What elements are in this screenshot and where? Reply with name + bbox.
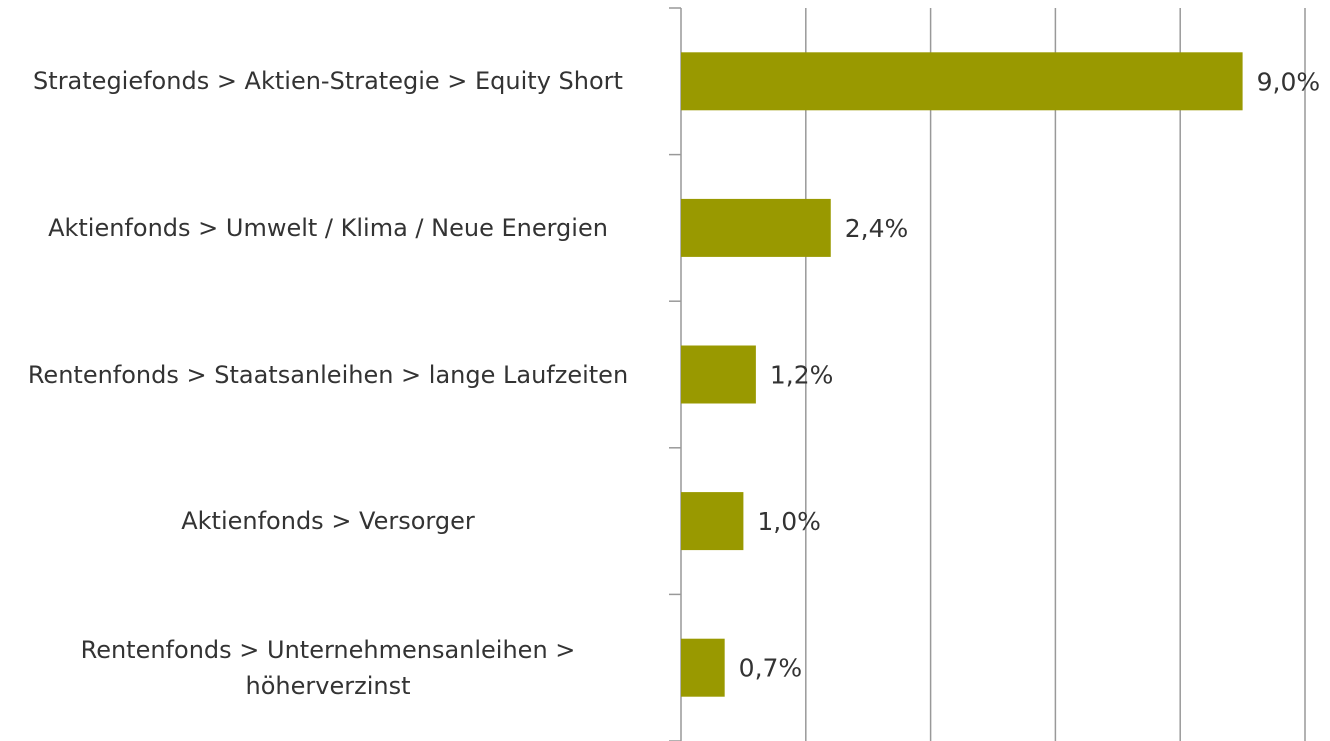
bar [681, 638, 725, 697]
bar [681, 52, 1243, 111]
category-label: Rentenfonds > Staatsanleihen > lange Lau… [27, 360, 629, 389]
bar [681, 345, 756, 404]
bar [681, 492, 744, 551]
value-label: 1,2% [770, 361, 834, 390]
bar [681, 198, 831, 257]
category-label: Aktienfonds > Versorger [181, 507, 475, 536]
value-label: 0,7% [739, 654, 803, 683]
value-label: 9,0% [1257, 67, 1321, 96]
category-label: Strategiefonds > Aktien-Strategie > Equi… [33, 67, 623, 96]
value-label: 2,4% [845, 214, 909, 243]
category-label: Rentenfonds > Unternehmensanleihen > höh… [80, 635, 576, 700]
value-label: 1,0% [757, 507, 821, 536]
category-label: Aktienfonds > Umwelt / Klima / Neue Ener… [48, 213, 608, 242]
